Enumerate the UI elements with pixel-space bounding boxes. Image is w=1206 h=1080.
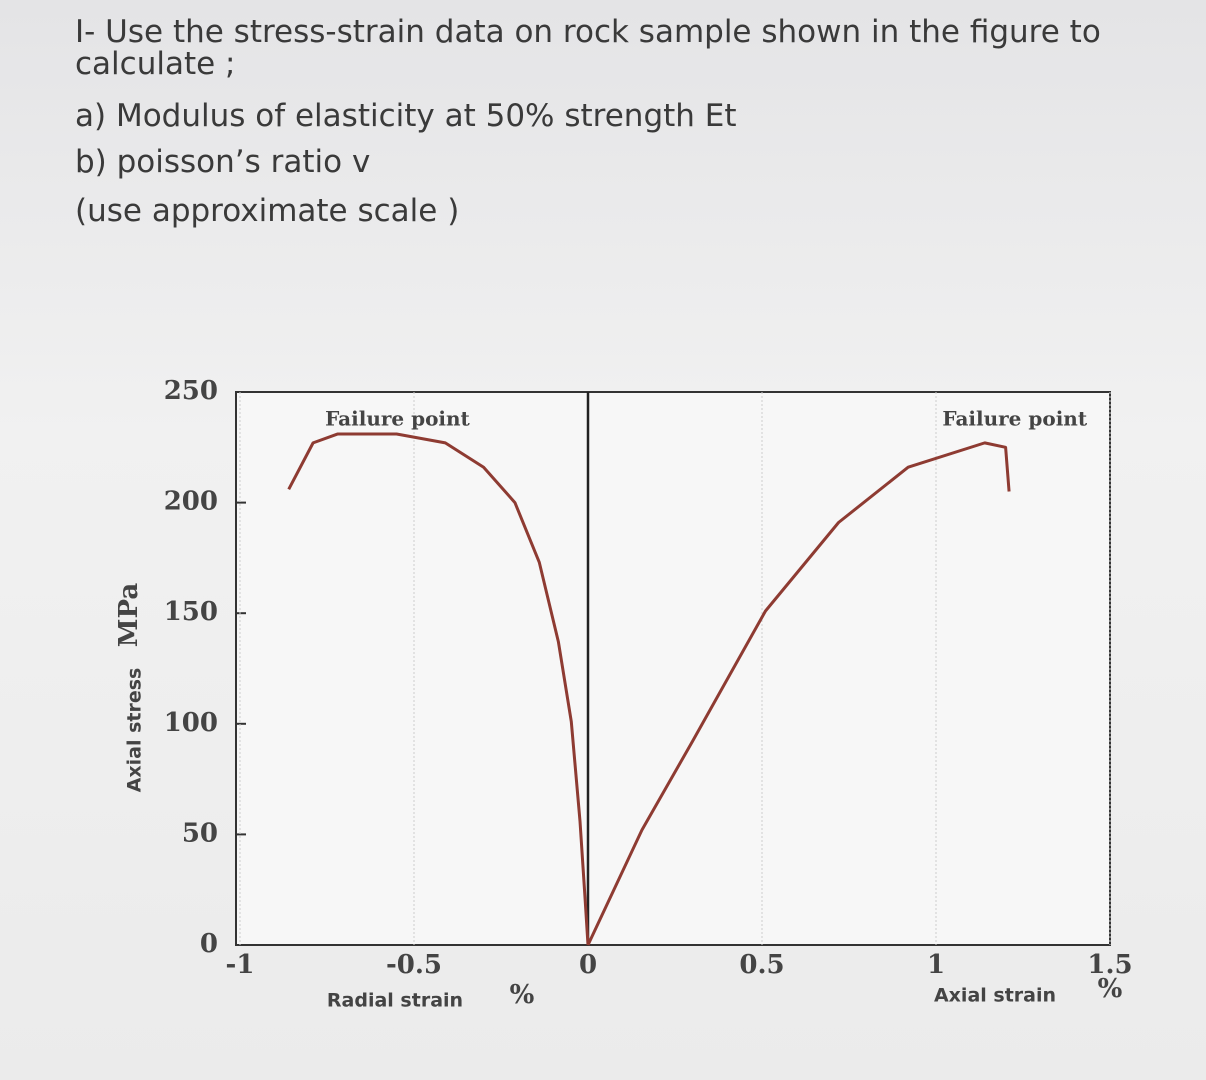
x-axis-unit: % — [1098, 974, 1123, 1004]
x-tick-label: 0 — [579, 950, 597, 980]
question-line: calculate ; — [75, 46, 236, 82]
annotation: Failure point — [942, 407, 1087, 431]
question-line: (use approximate scale ) — [75, 193, 460, 229]
x-tick-label: -1 — [226, 950, 255, 980]
x-axis-unit: % — [510, 980, 535, 1010]
series-line — [586, 441, 1011, 946]
y-axis-unit: MPa — [114, 583, 144, 648]
y-axis-label: Axial stress — [124, 668, 146, 793]
y-tick-label: 150 — [164, 597, 218, 627]
x-tick-label: 1.5 — [1087, 950, 1132, 980]
y-tick-label: 0 — [200, 929, 218, 959]
y-tick-label: 100 — [164, 708, 218, 738]
question-line: I- Use the stress-strain data on rock sa… — [75, 14, 1101, 50]
x-tick-label: -0.5 — [386, 950, 442, 980]
x-axis-label: Radial strain — [327, 990, 463, 1012]
x-tick-label: 1 — [927, 950, 945, 980]
annotation: Failure point — [325, 407, 470, 431]
plot-frame — [235, 391, 1111, 946]
y-tick-label: 200 — [164, 487, 218, 517]
x-axis-label: Axial strain — [934, 985, 1056, 1007]
x-tick-label: 0.5 — [739, 950, 784, 980]
y-tick-label: 250 — [164, 376, 218, 406]
question-line: b) poisson’s ratio v — [75, 144, 371, 180]
y-tick-label: 50 — [182, 818, 218, 848]
series-line — [287, 432, 590, 946]
question-line: a) Modulus of elasticity at 50% strength… — [75, 98, 737, 134]
